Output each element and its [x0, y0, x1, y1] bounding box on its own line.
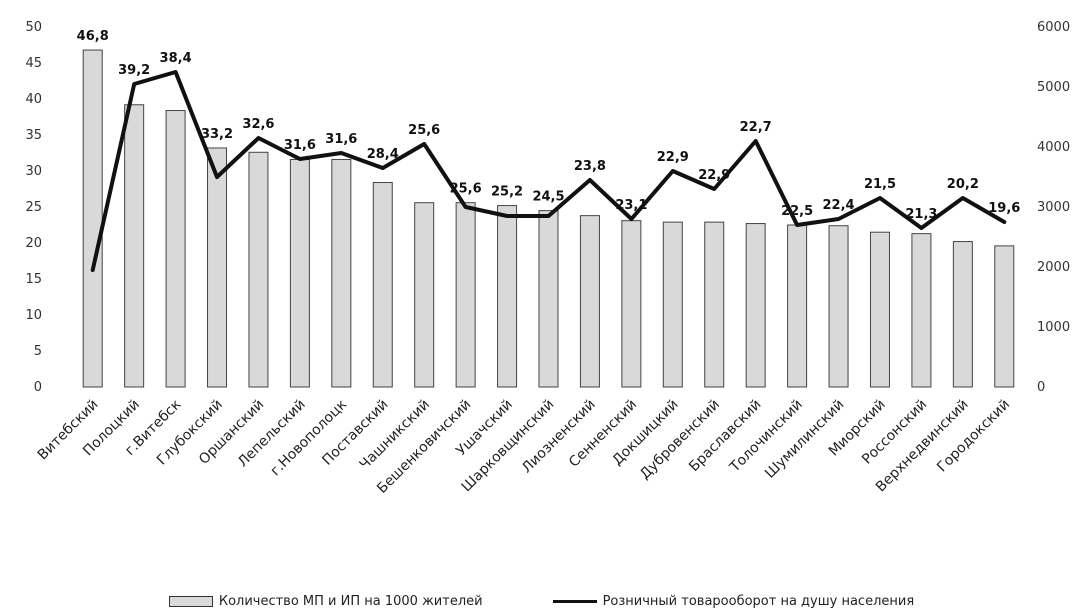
data-label: 22,5: [781, 204, 813, 219]
bar: [869, 231, 890, 388]
data-label: 22,7: [740, 120, 772, 135]
data-label: 22,9: [698, 168, 730, 183]
data-label: 31,6: [284, 138, 316, 153]
bar: [911, 233, 932, 388]
data-label: 21,5: [864, 177, 896, 192]
legend-swatch-bars: [168, 595, 213, 607]
bar: [82, 49, 103, 388]
data-label: 25,6: [408, 123, 440, 138]
y-left-tick-label: 45: [25, 56, 42, 71]
bar: [289, 158, 310, 388]
y-right-tick-label: 5000: [1037, 80, 1070, 95]
bar: [621, 220, 642, 388]
data-label: 33,2: [201, 127, 233, 142]
y-left-tick-label: 30: [25, 164, 42, 179]
data-label: 21,3: [905, 207, 937, 222]
y-left-tick-label: 35: [25, 128, 42, 143]
data-label: 46,8: [77, 29, 109, 44]
data-label: 22,9: [657, 150, 689, 165]
legend-swatch-line: [552, 599, 597, 603]
data-label: 38,4: [160, 51, 192, 66]
data-label: 25,2: [491, 185, 523, 200]
legend: Количество МП и ИП на 1000 жителей Розни…: [0, 590, 1083, 612]
series-line: [90, 70, 1007, 272]
data-label: 31,6: [325, 132, 357, 147]
y-right-tick-label: 0: [1037, 380, 1045, 395]
bar: [165, 110, 186, 388]
y-left-tick-label: 10: [25, 308, 42, 323]
data-label: 23,1: [615, 198, 647, 213]
bar: [455, 202, 476, 388]
data-label: 20,2: [947, 177, 979, 192]
bar: [952, 241, 973, 388]
bar: [994, 245, 1015, 388]
y-left-tick-label: 25: [25, 200, 42, 215]
y-left-tick-label: 0: [34, 380, 42, 395]
y-right-tick-label: 1000: [1037, 320, 1070, 335]
data-label: 39,2: [118, 63, 150, 78]
bar: [248, 151, 269, 388]
data-label: 23,8: [574, 159, 606, 174]
y-left-tick-label: 15: [25, 272, 42, 287]
legend-label-bars: Количество МП и ИП на 1000 жителей: [218, 593, 483, 609]
category-label: Городокский: [934, 397, 1013, 476]
bar: [828, 225, 849, 388]
bar: [662, 221, 683, 388]
bar: [745, 223, 766, 388]
y-right-tick-label: 4000: [1037, 140, 1070, 155]
category-label: Лиозненский: [519, 397, 599, 477]
y-right-tick-label: 6000: [1037, 20, 1070, 35]
bar: [207, 147, 228, 388]
data-label: 25,6: [450, 182, 482, 197]
data-label: 28,4: [367, 147, 399, 162]
category-label: Браславский: [686, 397, 764, 475]
bar: [414, 202, 435, 388]
legend-item-line: Розничный товарооборот на душу населения: [552, 593, 915, 609]
bar: [787, 224, 808, 388]
bar: [497, 205, 518, 388]
y-left-tick-label: 50: [25, 20, 42, 35]
legend-label-line: Розничный товарооборот на душу населения: [602, 593, 915, 609]
category-label: Толочинский: [726, 397, 806, 477]
y-right-tick-label: 2000: [1037, 260, 1070, 275]
y-left-tick-label: 20: [25, 236, 42, 251]
bar: [331, 158, 352, 388]
y-left-tick-label: 5: [34, 344, 42, 359]
bar: [372, 182, 393, 388]
data-label: 19,6: [988, 201, 1020, 216]
data-label: 22,4: [823, 198, 855, 213]
legend-item-bars: Количество МП и ИП на 1000 жителей: [168, 593, 483, 609]
data-label: 32,6: [242, 117, 274, 132]
y-right-tick-label: 3000: [1037, 200, 1070, 215]
bar: [704, 221, 725, 388]
bar: [579, 215, 600, 388]
bar: [538, 210, 559, 388]
data-label: 24,5: [532, 190, 564, 205]
y-left-tick-label: 40: [25, 92, 42, 107]
bar: [124, 104, 145, 388]
